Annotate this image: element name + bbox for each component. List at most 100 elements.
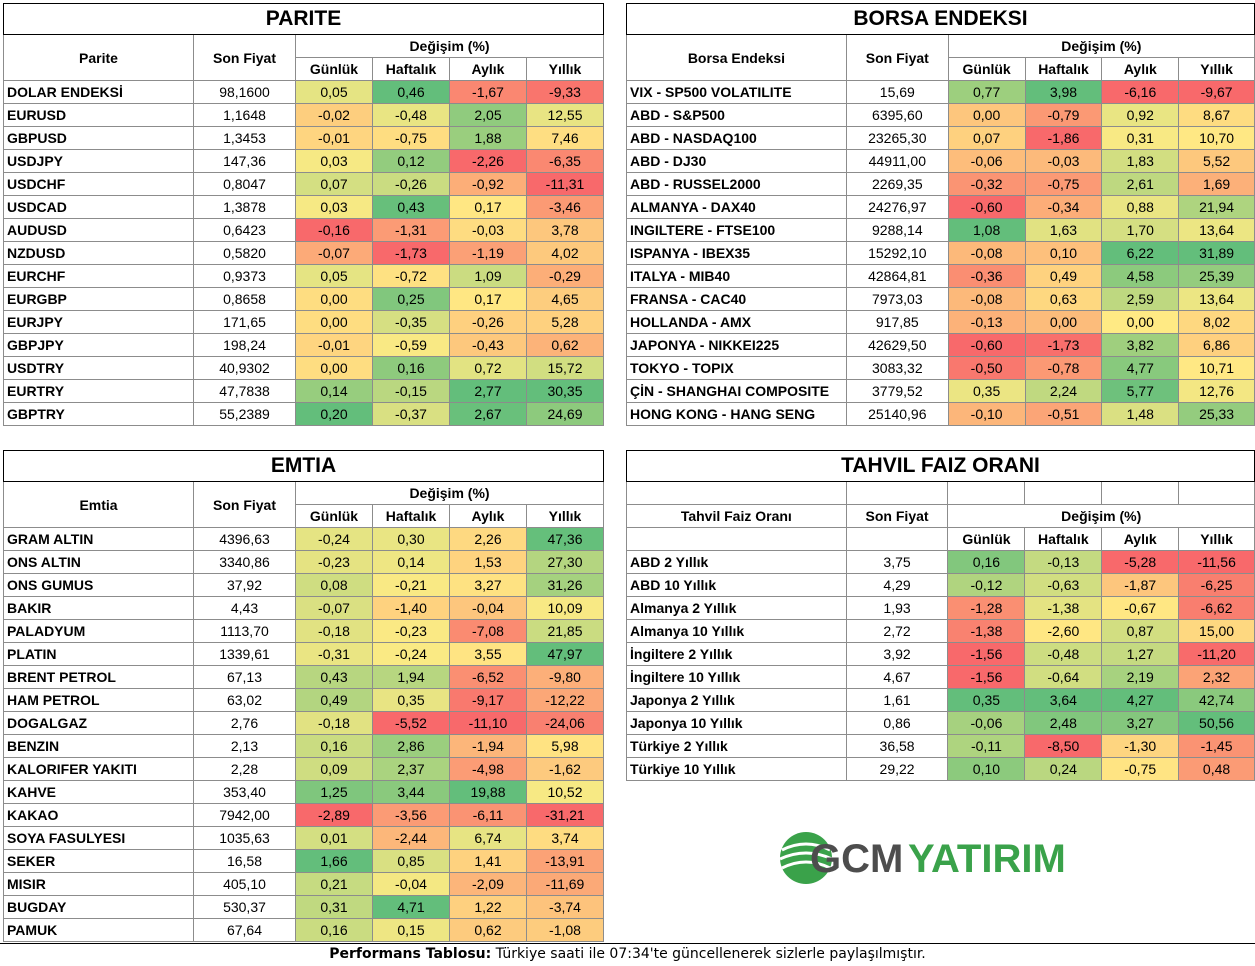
weekly-change: -0,24 — [372, 642, 450, 666]
weekly-change: -0,13 — [1024, 550, 1103, 574]
yearly-change: 8,02 — [1178, 310, 1255, 334]
weekly-change: -0,03 — [1024, 149, 1103, 173]
table-row: GRAM ALTIN 4396,63 -0,24 0,30 2,26 47,36 — [3, 527, 604, 551]
borsa-col-price: Son Fiyat — [845, 34, 949, 81]
monthly-change: 1,53 — [449, 550, 527, 574]
weekly-change: -1,73 — [372, 241, 450, 265]
daily-change: -0,12 — [947, 573, 1026, 597]
yearly-change: 3,78 — [526, 218, 604, 242]
daily-change: -0,06 — [947, 711, 1026, 735]
row-price: 917,85 — [845, 310, 949, 334]
weekly-change: 0,30 — [372, 527, 450, 551]
row-price: 4396,63 — [193, 527, 296, 551]
yearly-change: -11,31 — [526, 172, 604, 196]
row-price: 63,02 — [193, 688, 296, 712]
row-price: 198,24 — [193, 333, 296, 357]
row-price: 2,76 — [193, 711, 296, 735]
weekly-change: 3,64 — [1024, 688, 1103, 712]
yearly-change: 4,65 — [526, 287, 604, 311]
weekly-change: -0,51 — [1024, 402, 1103, 426]
table-row: ABD 10 Yıllık 4,29 -0,12 -0,63 -1,87 -6,25 — [626, 573, 1255, 597]
daily-change: -0,60 — [947, 333, 1026, 357]
weekly-change: 0,49 — [1024, 264, 1103, 288]
daily-change: 0,05 — [295, 264, 373, 288]
yearly-change: -3,46 — [526, 195, 604, 219]
row-name: ONS GUMUS — [3, 573, 194, 597]
row-name: GBPJPY — [3, 333, 194, 357]
daily-change: 0,00 — [295, 356, 373, 380]
table-row: AUDUSD 0,6423 -0,16 -1,31 -0,03 3,78 — [3, 218, 604, 242]
table-row: Türkiye 2 Yıllık 36,58 -0,11 -8,50 -1,30 -1,4… — [626, 734, 1255, 758]
borsa-col-daily: Günlük — [947, 57, 1026, 81]
row-price: 171,65 — [193, 310, 296, 334]
row-price: 36,58 — [845, 734, 949, 758]
table-row: USDTRY 40,9302 0,00 0,16 0,72 15,72 — [3, 356, 604, 380]
table-row: EURCHF 0,9373 0,05 -0,72 1,09 -0,29 — [3, 264, 604, 288]
row-price: 67,13 — [193, 665, 296, 689]
row-name: KALORIFER YAKITI — [3, 757, 194, 781]
borsa-col-change: Değişim (%) — [947, 34, 1255, 58]
weekly-change: 4,71 — [372, 895, 450, 919]
table-row: EURUSD 1,1648 -0,02 -0,48 2,05 12,55 — [3, 103, 604, 127]
table-row: USDJPY 147,36 0,03 0,12 -2,26 -6,35 — [3, 149, 604, 173]
weekly-change: -0,15 — [372, 379, 450, 403]
weekly-change: -2,44 — [372, 826, 450, 850]
daily-change: 1,66 — [295, 849, 373, 873]
row-name: JAPONYA - NIKKEI225 — [626, 333, 847, 357]
daily-change: 0,49 — [295, 688, 373, 712]
weekly-change: -5,52 — [372, 711, 450, 735]
weekly-change: -0,78 — [1024, 356, 1103, 380]
table-row: ABD - NASDAQ100 23265,30 0,07 -1,86 0,31 10,7… — [626, 126, 1255, 150]
daily-change: -2,89 — [295, 803, 373, 827]
monthly-change: -0,04 — [449, 596, 527, 620]
monthly-change: 2,59 — [1101, 287, 1180, 311]
emtia-rows: GRAM ALTIN 4396,63 -0,24 0,30 2,26 47,36 ONS A… — [3, 527, 604, 942]
table-row: Japonya 10 Yıllık 0,86 -0,06 2,48 3,27 50,56 — [626, 711, 1255, 735]
row-price: 0,5820 — [193, 241, 296, 265]
monthly-change: 0,00 — [1101, 310, 1180, 334]
yearly-change: 8,67 — [1178, 103, 1255, 127]
row-name: SEKER — [3, 849, 194, 873]
row-name: USDJPY — [3, 149, 194, 173]
row-price: 2269,35 — [845, 172, 949, 196]
monthly-change: 0,17 — [449, 287, 527, 311]
table-row: PALADYUM 1113,70 -0,18 -0,23 -7,08 21,85 — [3, 619, 604, 643]
tahvil-col-daily: Günlük — [947, 527, 1026, 551]
yearly-change: 25,39 — [1178, 264, 1255, 288]
table-row: ABD - DJ30 44911,00 -0,06 -0,03 1,83 5,52 — [626, 149, 1255, 173]
monthly-change: 4,27 — [1101, 688, 1180, 712]
monthly-change: 1,83 — [1101, 149, 1180, 173]
yearly-change: -1,45 — [1178, 734, 1255, 758]
row-price: 4,29 — [845, 573, 949, 597]
row-price: 44911,00 — [845, 149, 949, 173]
row-name: SOYA FASULYESI — [3, 826, 194, 850]
table-row: DOGALGAZ 2,76 -0,18 -5,52 -11,10 -24,06 — [3, 711, 604, 735]
row-price: 2,13 — [193, 734, 296, 758]
row-name: ONS ALTIN — [3, 550, 194, 574]
monthly-change: 0,87 — [1101, 619, 1180, 643]
yearly-change: -6,35 — [526, 149, 604, 173]
weekly-change: -1,86 — [1024, 126, 1103, 150]
yearly-change: -12,22 — [526, 688, 604, 712]
daily-change: 0,16 — [947, 550, 1026, 574]
monthly-change: 1,88 — [449, 126, 527, 150]
globe-icon: GCM YATIRIM — [779, 832, 1066, 884]
daily-change: 0,05 — [295, 80, 373, 104]
borsa-rows: VIX - SP500 VOLATILITE 15,69 0,77 3,98 -6,16… — [626, 80, 1255, 426]
parite-col-yearly: Yıllık — [526, 57, 604, 81]
table-row: Türkiye 10 Yıllık 29,22 0,10 0,24 -0,75 0,48 — [626, 757, 1255, 781]
row-name: DOLAR ENDEKSİ — [3, 80, 194, 104]
tahvil-empty-cell — [845, 527, 949, 551]
monthly-change: 0,92 — [1101, 103, 1180, 127]
daily-change: 0,10 — [947, 757, 1026, 781]
row-price: 4,67 — [845, 665, 949, 689]
monthly-change: 2,26 — [449, 527, 527, 551]
row-name: MISIR — [3, 872, 194, 896]
footer-divider — [0, 943, 1255, 944]
row-name: İngiltere 10 Yıllık — [626, 665, 847, 689]
tahvil-col-name: Tahvil Faiz Oranı — [626, 504, 847, 528]
row-name: USDCAD — [3, 195, 194, 219]
borsa-panel: BORSA ENDEKSI Borsa Endeksi Son Fiyat De… — [626, 3, 1255, 426]
tahvil-col-weekly: Haftalık — [1024, 527, 1103, 551]
row-name: Japonya 10 Yıllık — [626, 711, 847, 735]
